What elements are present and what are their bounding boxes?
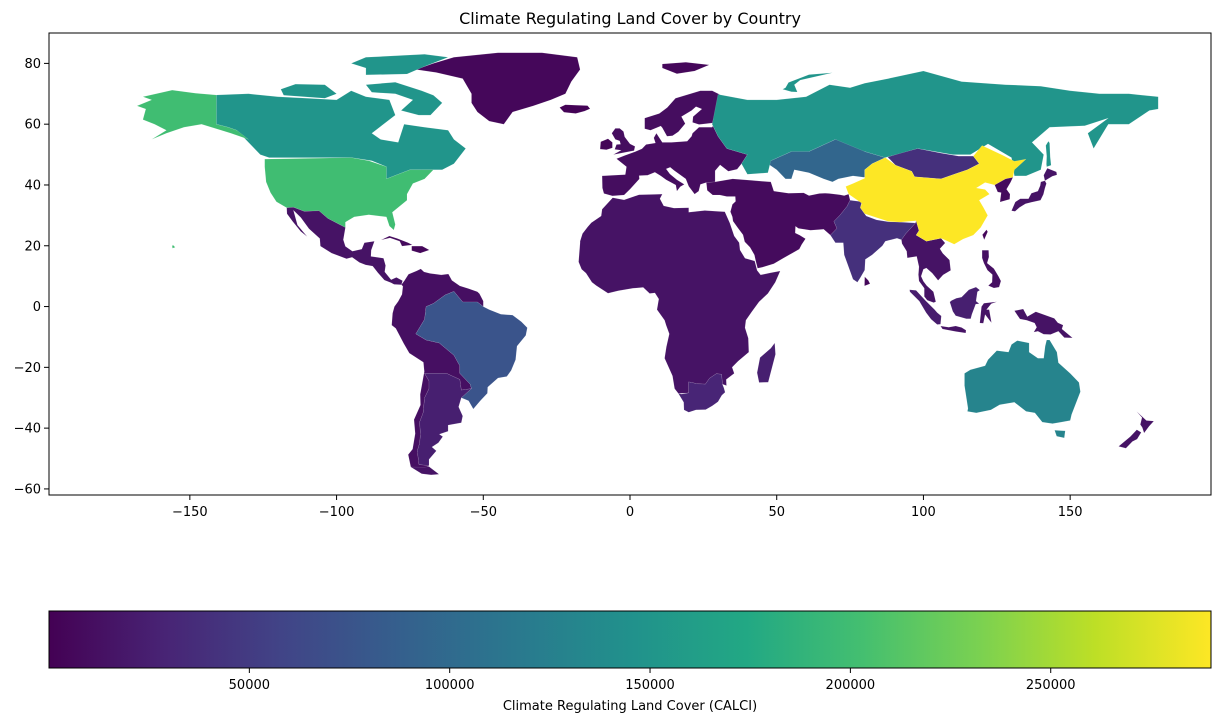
region-ireland [599,138,613,150]
x-tick-label: 50 [768,505,785,520]
region-uk [611,128,636,155]
x-tick-label: −100 [319,505,355,520]
region-hispaniola [411,245,430,254]
region-middle-east [706,178,851,269]
region-sumatra [909,289,942,325]
colorbar-tick-label: 200000 [826,678,876,693]
region-korea [994,177,1014,203]
region-philippines [981,250,1002,289]
region-africa [578,193,781,394]
colorbar-tick-label: 250000 [1026,678,1076,693]
y-tick-label: 0 [33,300,41,315]
y-tick-label: −40 [14,422,41,437]
region-canada [216,90,466,180]
region-sulawesi [979,301,997,324]
region-hokkaido [1043,168,1058,182]
y-axis-ticks: −60 −40 −20 0 20 40 60 80 [14,57,49,497]
region-taiwan [982,229,988,241]
x-tick-label: −150 [172,505,208,520]
region-argentina [417,373,473,466]
x-tick-label: 150 [1058,505,1083,520]
region-baffin [365,81,443,116]
colorbar-tick-label: 100000 [425,678,475,693]
y-tick-label: 80 [24,57,41,72]
x-tick-label: −50 [470,505,497,520]
region-brazil [415,291,528,410]
region-iceland [559,104,591,114]
region-tierra-del-fuego [410,466,440,476]
region-hawaii [171,244,176,249]
region-greenland [415,52,581,125]
region-new-zealand [1118,429,1142,449]
region-cuba [380,235,413,247]
region-tasmania [1054,430,1066,439]
colorbar-ticks: 50000 100000 150000 200000 250000 [229,668,1076,693]
y-tick-label: −60 [14,482,41,497]
region-novaya-zemlya [782,72,833,93]
region-sakhalin [1045,140,1052,167]
region-victoria-island [280,83,338,99]
x-tick-label: 100 [911,505,936,520]
y-tick-label: 60 [24,118,41,133]
region-southeast-asia [901,220,951,303]
colorbar-tick-label: 150000 [625,678,675,693]
region-russia [711,70,1159,177]
colorbar [48,610,1212,669]
region-japan [1011,180,1047,212]
y-tick-label: 40 [24,178,41,193]
colorbar-label: Climate Regulating Land Cover (CALCI) [503,699,757,714]
colorbar-tick-label: 50000 [229,678,270,693]
region-madagascar [756,342,776,383]
region-south-africa [677,373,726,413]
y-tick-label: 20 [24,239,41,254]
region-new-zealand-n [1136,411,1155,434]
region-svalbard [662,61,710,74]
x-axis-ticks: −150 −100 −50 0 50 100 150 [172,495,1083,520]
region-china [845,145,1027,245]
map-land [136,52,1159,476]
region-borneo [949,286,981,319]
region-europe [601,90,748,197]
chart-title: Climate Regulating Land Cover by Country [459,9,801,28]
region-sri-lanka [864,276,871,287]
region-ellesmere [350,54,449,76]
region-new-guinea [1014,308,1074,339]
region-alaska [136,89,249,140]
x-tick-label: 0 [626,505,634,520]
region-australia [964,339,1081,424]
y-tick-label: −20 [14,361,41,376]
region-india [830,199,916,283]
region-java [940,325,967,334]
